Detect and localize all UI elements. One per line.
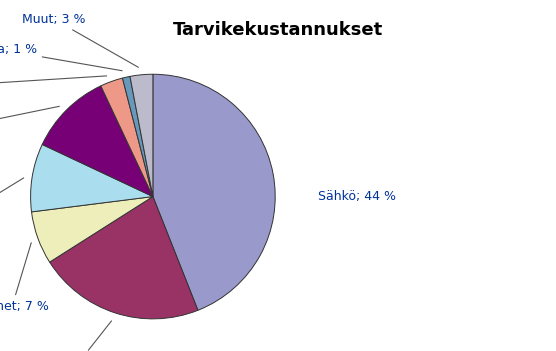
Text: Lannoitteet; 9 %: Lannoitteet; 9 % <box>0 178 24 246</box>
Wedge shape <box>101 78 153 197</box>
Wedge shape <box>130 74 153 197</box>
Wedge shape <box>122 77 153 197</box>
Text: Kasvisuojelu; 3 %: Kasvisuojelu; 3 % <box>0 76 107 93</box>
Text: Polttoöljy; 22 %: Polttoöljy; 22 % <box>31 321 128 351</box>
Wedge shape <box>153 74 275 310</box>
Text: Tarvikekustannukset: Tarvikekustannukset <box>173 21 383 39</box>
Text: Kauppakunnostus; 11 %: Kauppakunnostus; 11 % <box>0 106 59 148</box>
Wedge shape <box>32 197 153 262</box>
Text: Alusta; 1 %: Alusta; 1 % <box>0 43 122 71</box>
Text: Taimet; 7 %: Taimet; 7 % <box>0 243 49 313</box>
Wedge shape <box>42 86 153 197</box>
Wedge shape <box>49 197 198 319</box>
Wedge shape <box>31 145 153 212</box>
Text: Muut; 3 %: Muut; 3 % <box>22 13 138 67</box>
Text: Sähkö; 44 %: Sähkö; 44 % <box>318 190 396 203</box>
